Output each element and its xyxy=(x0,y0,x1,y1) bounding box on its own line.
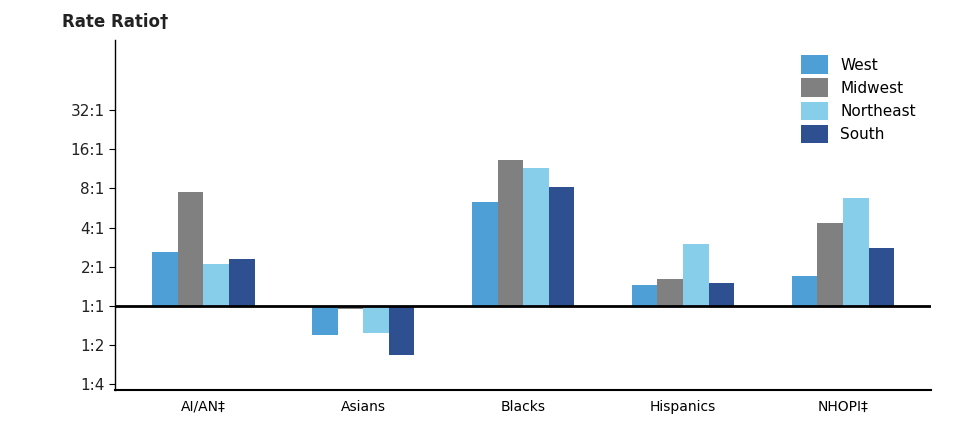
Bar xyxy=(523,168,549,306)
Bar xyxy=(632,285,658,306)
Bar xyxy=(684,244,708,306)
Bar xyxy=(178,192,204,306)
Legend: West, Midwest, Northeast, South: West, Midwest, Northeast, South xyxy=(793,47,924,151)
Bar xyxy=(229,259,254,306)
Bar xyxy=(204,264,229,306)
Bar xyxy=(338,306,363,309)
Bar xyxy=(153,252,178,306)
Bar xyxy=(549,187,574,306)
Bar xyxy=(817,223,843,306)
Bar xyxy=(843,198,869,306)
Bar xyxy=(708,283,734,306)
Bar xyxy=(869,248,894,306)
Bar xyxy=(363,306,389,333)
Bar xyxy=(792,276,817,306)
Bar xyxy=(472,202,497,306)
Text: Rate Ratio†: Rate Ratio† xyxy=(62,13,169,31)
Bar xyxy=(497,160,523,306)
Bar xyxy=(658,279,684,306)
Bar xyxy=(389,306,415,355)
Bar xyxy=(312,306,338,334)
